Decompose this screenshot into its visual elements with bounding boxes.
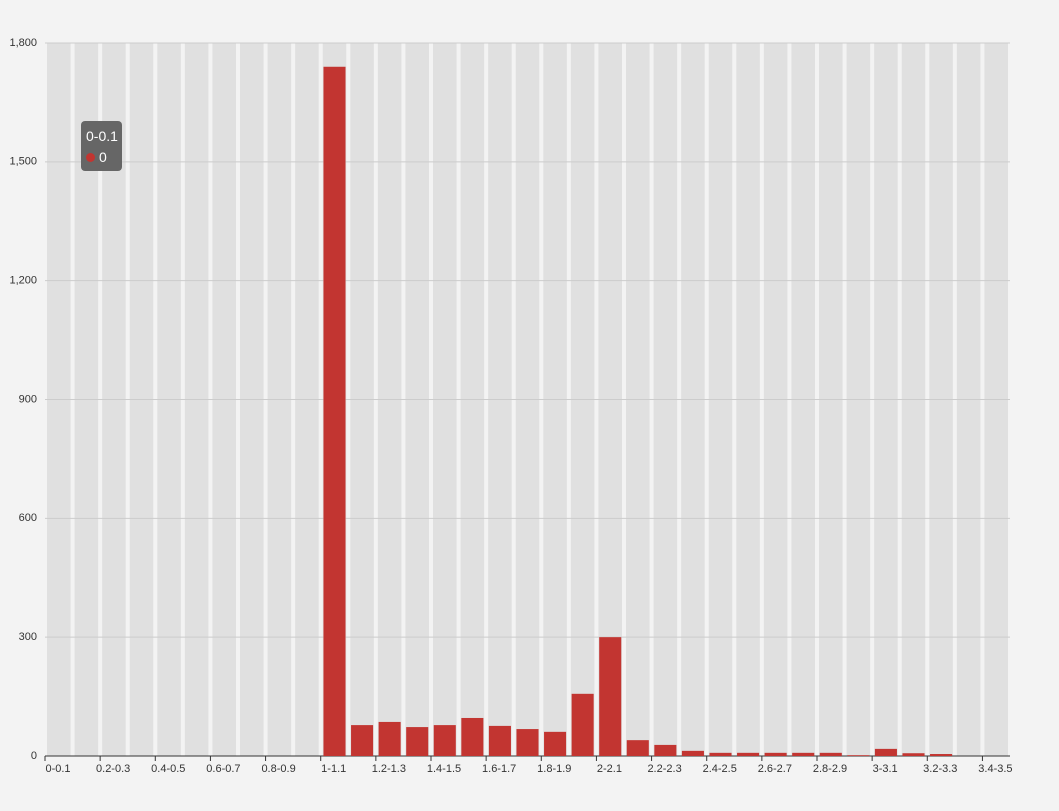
bar <box>737 752 760 756</box>
x-tick-label: 1-1.1 <box>321 763 346 775</box>
tooltip: 0-0.1 0 <box>81 121 122 171</box>
x-tick-label: 2.8-2.9 <box>813 763 847 775</box>
bar <box>544 731 567 756</box>
x-tick-label: 0.4-0.5 <box>151 763 185 775</box>
bar <box>654 744 677 756</box>
y-tick-label: 600 <box>19 512 37 524</box>
y-tick-label: 1,800 <box>9 37 37 49</box>
bar <box>874 748 897 756</box>
bar <box>792 752 815 756</box>
bar <box>626 740 649 756</box>
y-tick-label: 1,500 <box>9 156 37 168</box>
x-tick-label: 3-3.1 <box>873 763 898 775</box>
bar <box>681 750 704 756</box>
x-tick-label: 1.8-1.9 <box>537 763 571 775</box>
x-tick-label: 0.8-0.9 <box>261 763 295 775</box>
x-tick-label: 0.6-0.7 <box>206 763 240 775</box>
y-tick-label: 1,200 <box>9 275 37 287</box>
bar <box>599 637 622 756</box>
x-tick-label: 0-0.1 <box>45 763 70 775</box>
y-tick-label: 900 <box>19 393 37 405</box>
bar <box>902 753 925 756</box>
bar <box>516 729 539 756</box>
x-tick-label: 2-2.1 <box>597 763 622 775</box>
tooltip-value: 0 <box>99 149 107 165</box>
bar <box>709 752 732 756</box>
tooltip-row: 0 <box>86 147 122 168</box>
x-tick-label: 0.2-0.3 <box>96 763 130 775</box>
x-tick-label: 2.4-2.5 <box>703 763 737 775</box>
bar <box>764 752 787 756</box>
bar <box>571 693 594 756</box>
x-tick-label: 2.6-2.7 <box>758 763 792 775</box>
bar <box>461 717 484 756</box>
bar <box>378 721 401 756</box>
bar <box>433 725 456 756</box>
x-tick-label: 1.6-1.7 <box>482 763 516 775</box>
x-tick-label: 1.2-1.3 <box>372 763 406 775</box>
tooltip-dot <box>86 153 95 162</box>
bar <box>847 755 870 756</box>
y-tick-label: 300 <box>19 631 37 643</box>
y-tick-label: 0 <box>31 750 37 762</box>
bar <box>406 727 429 756</box>
x-tick-label: 1.4-1.5 <box>427 763 461 775</box>
x-tick-label: 3.4-3.5 <box>978 763 1012 775</box>
bar <box>351 725 374 756</box>
bar <box>930 754 953 756</box>
x-tick-label: 3.2-3.3 <box>923 763 957 775</box>
bar <box>819 752 842 756</box>
x-tick-label: 2.2-2.3 <box>647 763 681 775</box>
bar <box>323 66 346 757</box>
tooltip-title: 0-0.1 <box>86 128 118 144</box>
bar <box>488 725 511 756</box>
